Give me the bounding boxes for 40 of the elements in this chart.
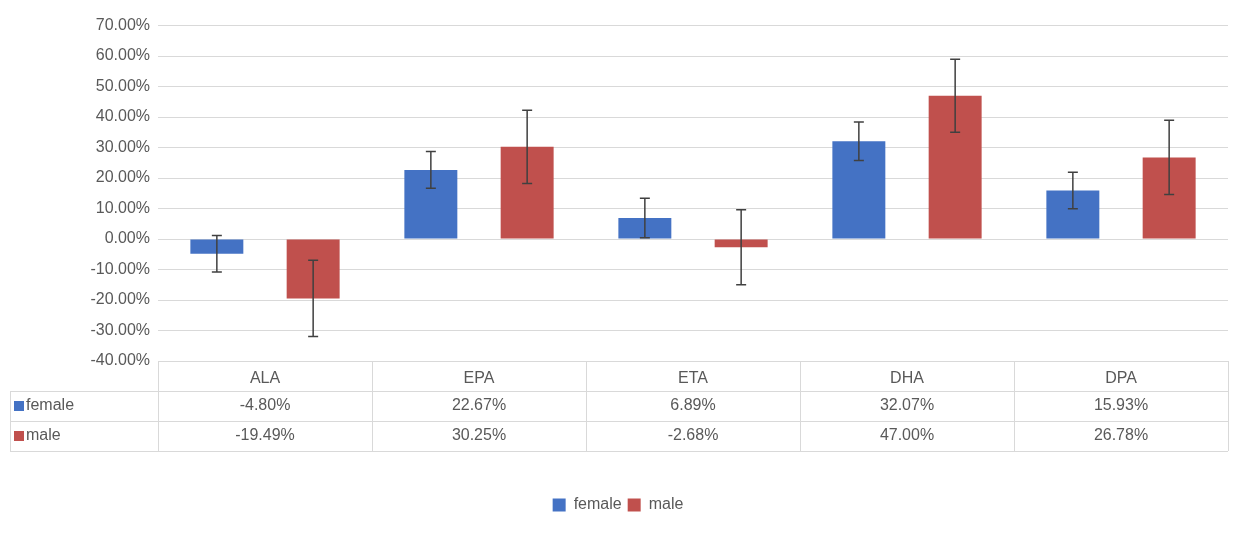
data-label: 26.78% (1093, 426, 1149, 444)
bar (832, 141, 886, 239)
y-tick-label: 60.00% (95, 46, 150, 64)
data-label: 6.89% (670, 396, 716, 414)
legend-label: male (648, 495, 684, 513)
x-tick-label: ETA (678, 369, 709, 387)
text: female (573, 495, 622, 513)
y-tick-label: 30.00% (95, 137, 150, 155)
y-tick-label: 20.00% (95, 168, 150, 186)
data-label: -19.49% (235, 426, 295, 444)
bar (618, 218, 672, 239)
legend-label: female (26, 396, 75, 414)
bar (1142, 157, 1196, 239)
x-tick-label: EPA (463, 369, 495, 387)
data-label: -4.80% (239, 396, 291, 414)
bar (190, 239, 244, 254)
y-tick-label: 70.00% (95, 16, 150, 34)
data-label: 47.00% (879, 426, 935, 444)
data-label: 32.07% (879, 396, 935, 414)
y-tick-label: 10.00% (95, 198, 150, 216)
bar (404, 169, 458, 239)
data-label: 30.25% (451, 426, 507, 444)
x-tick-label: DHA (890, 369, 925, 387)
y-tick-label: 40.00% (95, 107, 150, 125)
bar (928, 95, 982, 239)
data-label: 15.93% (1093, 396, 1149, 414)
data-label: 22.67% (451, 396, 507, 414)
bar (500, 146, 554, 239)
x-tick-label: DPA (1105, 369, 1138, 387)
y-tick-label: -30.00% (90, 320, 150, 338)
y-tick-label: -10.00% (90, 259, 150, 277)
text: male (26, 426, 61, 444)
bar (286, 239, 340, 299)
bar (1046, 190, 1100, 239)
x-tick-label: ALA (249, 369, 281, 387)
data-label: -2.68% (667, 426, 719, 444)
y-tick-label: -20.00% (90, 290, 150, 308)
y-tick-label: 50.00% (95, 76, 150, 94)
y-tick-label: -40.00% (90, 351, 150, 369)
y-tick-label: 0.00% (104, 229, 150, 247)
